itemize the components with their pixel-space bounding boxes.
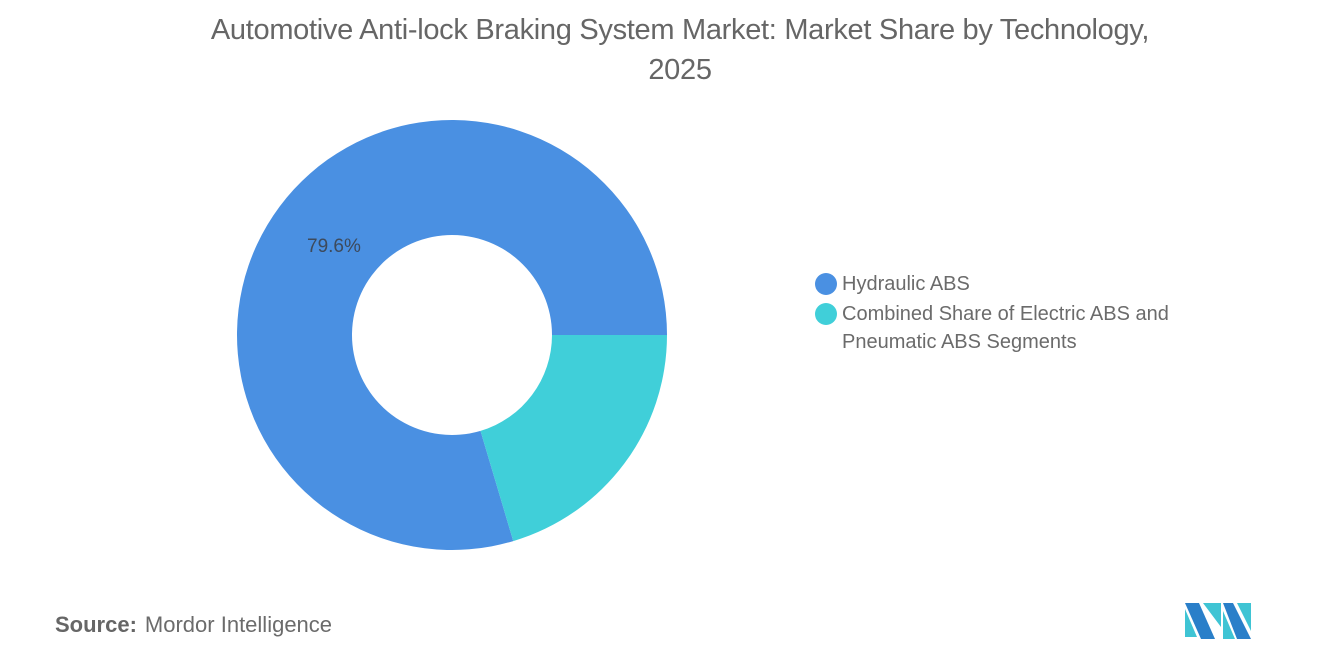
chart-title-line-1: Automotive Anti-lock Braking System Mark… xyxy=(210,14,1150,46)
legend-label: Hydraulic ABS xyxy=(842,273,970,295)
donut-segment-hydraulic-abs[interactable] xyxy=(237,120,667,550)
legend-item-electric-pneumatic-abs[interactable]: Combined Share of Electric ABS and Pneum… xyxy=(815,300,1222,356)
legend-marker-icon xyxy=(815,303,837,325)
chart-title-line-2: 2025 xyxy=(648,54,712,86)
source-value: Mordor Intelligence xyxy=(144,612,333,637)
source-label: Source: xyxy=(55,612,137,637)
donut-segment-electric-pneumatic-abs[interactable] xyxy=(480,335,667,542)
chart-legend: Hydraulic ABS Combined Share of Electric… xyxy=(815,270,1222,358)
mordor-intelligence-logo-icon xyxy=(1185,603,1251,639)
legend-marker-icon xyxy=(815,273,837,295)
legend-label: Combined Share of Electric ABS and Pneum… xyxy=(842,303,1169,353)
data-label-hydraulic-abs: 79.6% xyxy=(307,236,361,257)
legend-item-hydraulic-abs[interactable]: Hydraulic ABS xyxy=(815,270,1222,298)
source-note: Source: Mordor Intelligence xyxy=(55,612,332,638)
chart-title: Automotive Anti-lock Braking System Mark… xyxy=(0,10,1320,90)
